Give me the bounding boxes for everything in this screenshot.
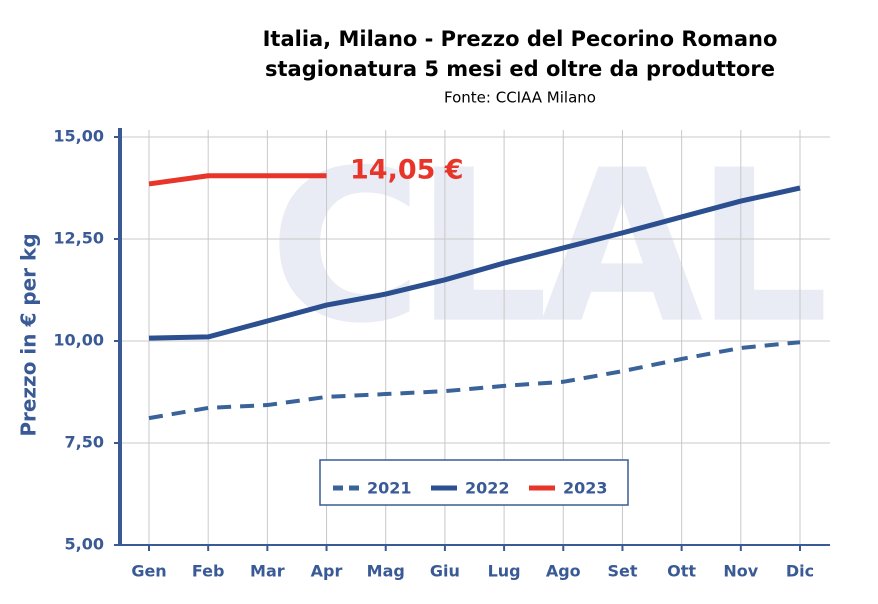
x-tick-label: Ago	[546, 562, 581, 581]
chart-title: Italia, Milano - Prezzo del Pecorino Rom…	[263, 27, 778, 51]
x-tick-label: Mag	[367, 562, 405, 581]
watermark: CLAL	[269, 125, 824, 370]
y-axis-title: Prezzo in € per kg	[17, 233, 41, 436]
legend-box	[319, 459, 629, 506]
y-tick-label: 7,50	[65, 433, 104, 452]
chart-source: Fonte: CCIAA Milano	[444, 89, 596, 107]
legend-label: 2023	[563, 479, 608, 498]
x-tick-label: Feb	[192, 562, 225, 581]
x-tick-label: Lug	[488, 562, 521, 581]
y-tick-label: 5,00	[65, 535, 104, 554]
x-tick-label: Apr	[311, 562, 343, 581]
legend-label: 2021	[367, 479, 412, 498]
y-tick-label: 15,00	[53, 127, 104, 146]
series-line	[148, 185, 801, 341]
x-tick-label: Nov	[723, 562, 758, 581]
series-line	[148, 173, 327, 187]
x-tick-label: Ott	[667, 562, 696, 581]
x-tick-label: Set	[607, 562, 637, 581]
series-line	[148, 340, 801, 421]
y-tick-label: 12,50	[53, 229, 104, 248]
y-tick-label: 10,00	[53, 331, 104, 350]
x-tick-label: Giu	[430, 562, 460, 581]
chart-subtitle: stagionatura 5 mesi ed oltre da produtto…	[265, 57, 775, 81]
x-tick-label: Gen	[131, 562, 166, 581]
legend-label: 2022	[465, 479, 510, 498]
x-tick-label: Mar	[250, 562, 285, 581]
annotation: 14,05 €	[350, 155, 464, 186]
x-tick-label: Dic	[786, 562, 814, 581]
